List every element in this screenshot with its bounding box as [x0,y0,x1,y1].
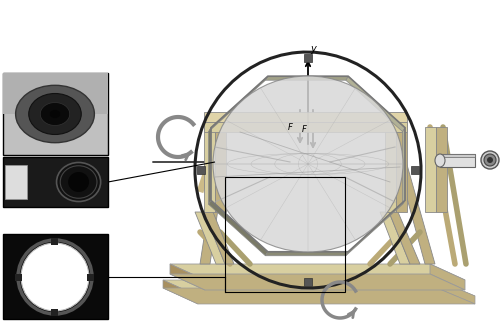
Ellipse shape [57,163,100,202]
Polygon shape [163,280,474,296]
Bar [3,73,108,155]
Bar [304,54,312,62]
Ellipse shape [212,76,402,252]
Bar [52,309,59,317]
Polygon shape [345,200,404,256]
Polygon shape [436,280,474,304]
Polygon shape [424,127,435,212]
Polygon shape [203,212,233,264]
Polygon shape [203,122,406,132]
Bar [52,238,59,244]
Circle shape [480,151,498,169]
Bar [3,234,108,319]
Polygon shape [388,212,419,264]
Ellipse shape [29,93,81,135]
Polygon shape [392,147,434,264]
Bar [304,278,312,286]
Polygon shape [384,122,395,212]
Polygon shape [170,274,464,290]
Bar [3,73,108,114]
Polygon shape [395,122,406,212]
Bar [224,177,344,292]
Ellipse shape [16,85,94,143]
Circle shape [21,243,89,311]
Ellipse shape [40,102,70,126]
Bar [3,157,108,207]
Text: F: F [288,123,292,132]
Ellipse shape [50,110,60,118]
Bar [5,165,27,199]
Bar [410,166,418,174]
Polygon shape [203,122,214,212]
Polygon shape [208,76,268,132]
Polygon shape [265,252,348,256]
Polygon shape [435,127,446,212]
Polygon shape [429,264,464,290]
Polygon shape [203,112,406,122]
Text: y: y [310,44,315,54]
Ellipse shape [68,172,89,192]
Polygon shape [170,264,464,280]
Circle shape [486,157,492,163]
Bar [439,154,474,167]
Polygon shape [439,154,474,157]
Polygon shape [163,280,197,304]
Polygon shape [265,76,348,80]
Bar [87,273,94,280]
Polygon shape [194,212,224,264]
Polygon shape [379,212,409,264]
Polygon shape [208,128,210,204]
Bar [196,166,204,174]
Bar [16,273,23,280]
Polygon shape [214,122,225,212]
Ellipse shape [434,154,444,167]
Text: F: F [302,125,306,134]
Polygon shape [345,76,404,132]
Polygon shape [163,288,474,304]
Polygon shape [170,264,204,290]
Circle shape [483,154,495,166]
Polygon shape [208,200,268,256]
Polygon shape [199,147,226,264]
Polygon shape [402,128,404,204]
